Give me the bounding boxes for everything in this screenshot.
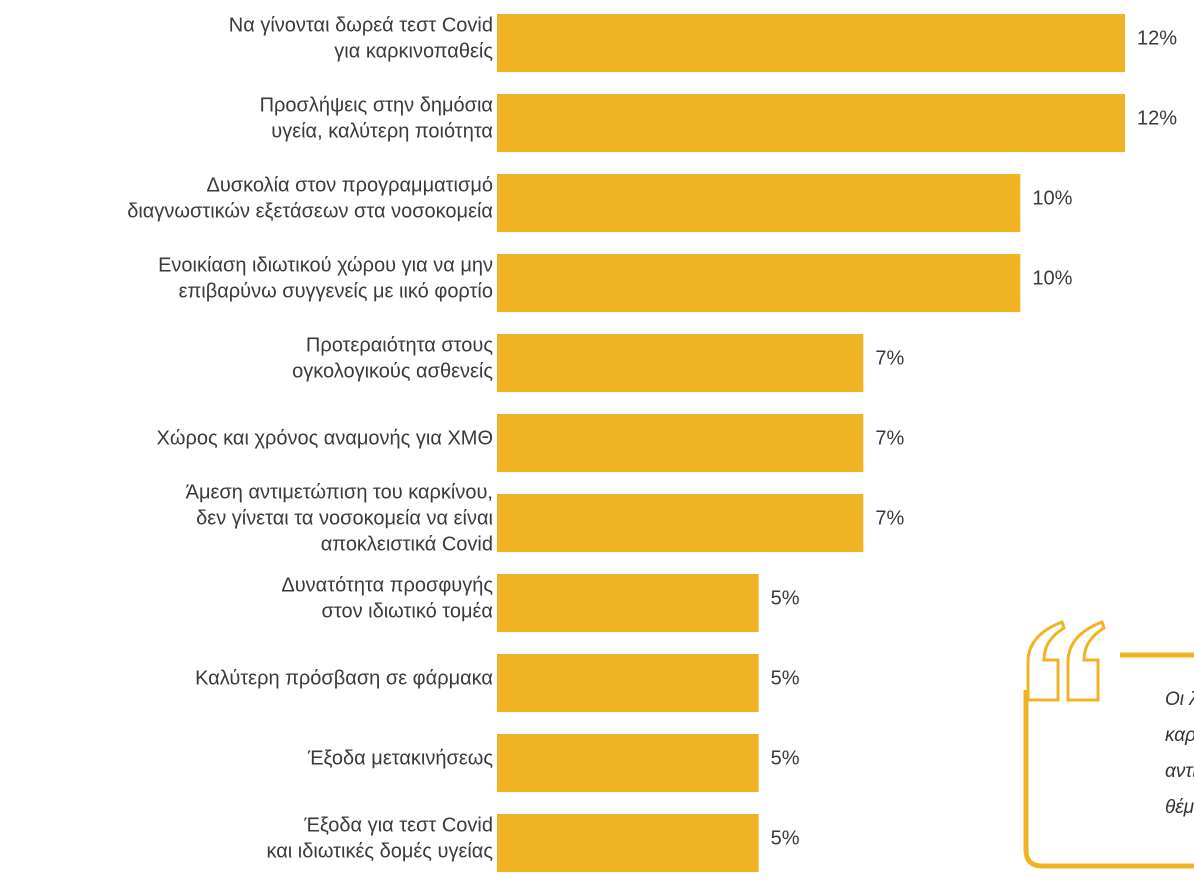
bar <box>497 654 759 712</box>
quote-text: καρι <box>1165 725 1194 746</box>
bar <box>497 14 1125 72</box>
value-label: 5% <box>771 667 800 689</box>
category-label: Καλύτερη πρόσβαση σε φάρμακα <box>195 667 493 689</box>
value-label: 5% <box>771 747 800 769</box>
category-label: Προτεραιότητα στους <box>306 334 493 356</box>
bar <box>497 574 759 632</box>
bar <box>497 414 864 472</box>
value-label: 7% <box>875 507 904 529</box>
value-label: 7% <box>875 427 904 449</box>
category-label: για καρκινοπαθείς <box>334 40 493 62</box>
quote-mark <box>1026 620 1066 702</box>
category-label: Να γίνονται δωρεά τεστ Covid <box>229 14 493 36</box>
category-label: Χώρος και χρόνος αναμονής για ΧΜΘ <box>157 427 494 449</box>
category-label: στον ιδιωτικό τομέα <box>321 600 493 622</box>
category-label: δεν γίνεται τα νοσοκομεία να είναι <box>196 507 493 529</box>
category-label: επιβαρύνω συγγενείς με ιικό φορτίο <box>179 280 493 302</box>
value-label: 5% <box>771 587 800 609</box>
bar <box>497 174 1021 232</box>
value-label: 7% <box>875 347 904 369</box>
category-label: και ιδιωτικές δομές υγείας <box>266 840 493 862</box>
quote-text: αντιμ <box>1165 761 1194 782</box>
bar <box>497 734 759 792</box>
quote-text: θέμα <box>1165 797 1194 818</box>
category-label: Δυσκολία στον προγραμματισμό <box>206 174 493 196</box>
category-label: Ενοικίαση ιδιωτικού χώρου για να μην <box>158 254 493 276</box>
bar <box>497 814 759 872</box>
quote-box <box>1023 620 1194 869</box>
value-label: 5% <box>771 827 800 849</box>
bar <box>497 254 1021 312</box>
quote-mark <box>1066 620 1106 702</box>
bar <box>497 494 864 552</box>
category-label: ογκολογικούς ασθενείς <box>292 360 493 382</box>
category-label: Δυνατότητα προσφυγής <box>281 574 493 596</box>
quote-text: Οι λ <box>1165 689 1194 710</box>
bar <box>497 334 864 392</box>
category-label: Έξοδα μετακινήσεως <box>307 747 494 769</box>
category-label: Έξοδα για τεστ Covid <box>303 814 493 836</box>
bar <box>497 94 1125 152</box>
value-label: 12% <box>1137 27 1177 49</box>
category-label: υγεία, καλύτερη ποιότητα <box>271 120 493 142</box>
category-label: αποκλειστικά Covid <box>321 533 493 555</box>
value-label: 10% <box>1032 187 1072 209</box>
quote-frame <box>1023 690 1194 869</box>
value-label: 12% <box>1137 107 1177 129</box>
category-label: Προσλήψεις στην δημόσια <box>260 94 493 116</box>
category-label: διαγνωστικών εξετάσεων στα νοσοκομεία <box>127 200 493 222</box>
category-label: Άμεση αντιμετώπιση του καρκίνου, <box>186 481 493 503</box>
value-label: 10% <box>1032 267 1072 289</box>
